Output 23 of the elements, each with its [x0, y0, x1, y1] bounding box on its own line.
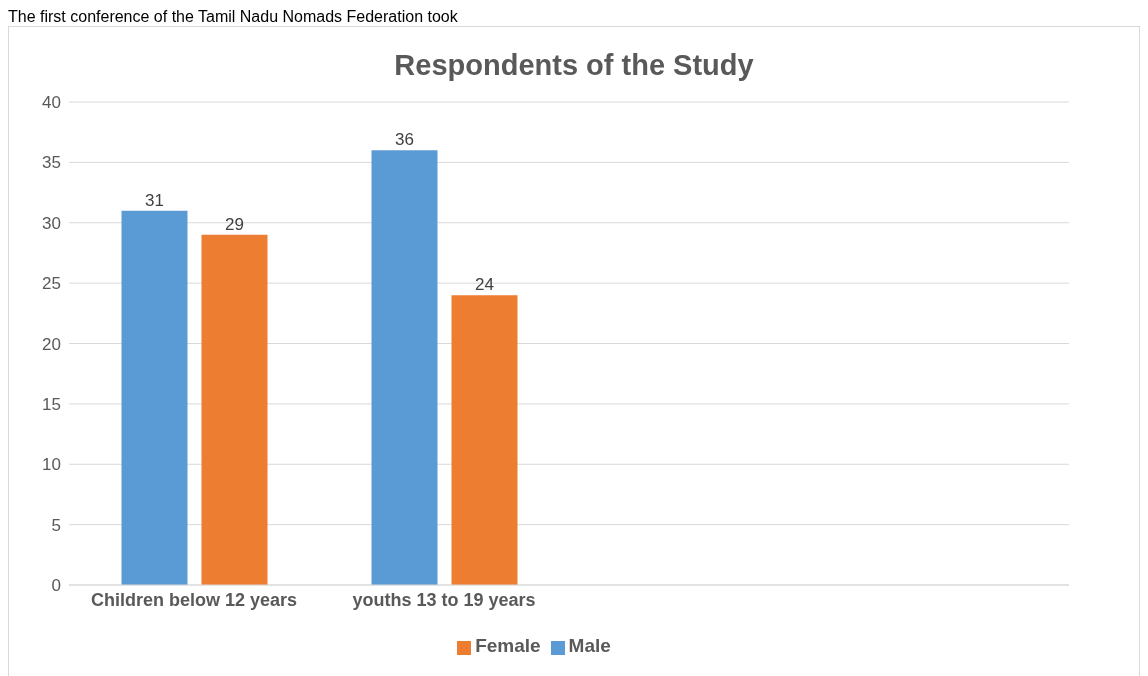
y-tick-label: 10 [42, 455, 61, 475]
x-tick-label: youths 13 to 19 years [352, 589, 536, 610]
y-tick-label: 15 [42, 394, 61, 414]
y-tick-label: 5 [51, 515, 61, 535]
y-tick-label: 30 [42, 213, 61, 233]
y-tick-label: 0 [51, 576, 61, 596]
x-tick-label: Children below 12 years [90, 589, 298, 610]
y-tick-label: 40 [42, 93, 61, 113]
y-tick-label: 35 [42, 153, 61, 173]
data-label: 31 [145, 190, 164, 210]
text: The first conference of the Tamil Nadu Nomads Federation took [8, 8, 459, 26]
bar [121, 210, 188, 585]
y-tick-label: 20 [42, 334, 61, 354]
y-tick-label: 25 [42, 274, 61, 294]
data-label: 29 [225, 214, 244, 234]
bar [451, 295, 518, 585]
legend-label: Female [475, 635, 541, 656]
data-label: 36 [395, 130, 414, 150]
bar [371, 150, 438, 585]
data-label: 24 [475, 275, 494, 295]
bar [201, 234, 268, 585]
chart-title: Respondents of the Study [393, 49, 755, 82]
legend-label: Male [568, 635, 611, 656]
